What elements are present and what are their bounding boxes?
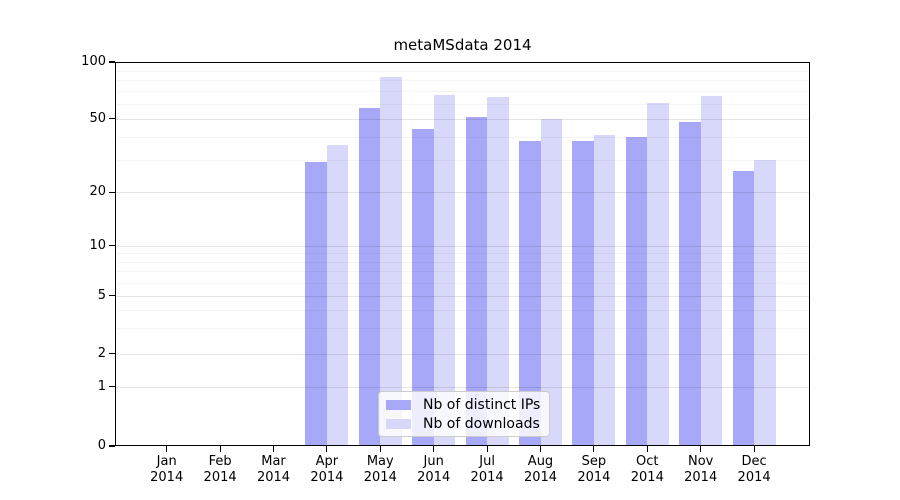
y-axis-tick-mark <box>109 191 115 193</box>
x-axis-month: May <box>366 454 394 469</box>
x-axis-year: 2014 <box>577 470 611 485</box>
bar-nb-of-distinct-ips-sep <box>572 140 594 446</box>
plot-area: Nb of distinct IPs Nb of downloads <box>115 62 810 446</box>
bar-nb-of-downloads-aug <box>540 118 562 446</box>
x-axis-tick-mark <box>272 446 275 452</box>
legend-label: Nb of downloads <box>423 415 540 432</box>
x-axis-month: Mar <box>261 454 286 469</box>
x-axis-tick-label-jul: Jul 2014 <box>460 454 514 486</box>
bar-nb-of-downloads-sep <box>593 134 616 446</box>
y-axis-tick-label-2: 2 <box>97 345 106 361</box>
bar-nb-of-downloads-apr <box>326 145 349 446</box>
legend-swatch-nb-of-distinct-ips <box>386 399 411 410</box>
y-axis-tick-mark <box>109 245 115 247</box>
y-axis-tick-label-5: 5 <box>97 287 106 303</box>
x-axis-year: 2014 <box>256 470 291 485</box>
bar-nb-of-downloads-nov <box>700 96 723 446</box>
x-axis-tick-label-aug: Aug 2014 <box>514 454 568 486</box>
x-axis-month: Oct <box>636 454 659 469</box>
y-axis-tick-label-0: 0 <box>97 438 106 453</box>
y-axis-tick-mark <box>109 118 115 120</box>
legend-item-nb-of-distinct-ips: Nb of distinct IPs <box>386 396 540 413</box>
x-axis-year: 2014 <box>630 470 664 485</box>
gridline-minor-80 <box>115 80 810 82</box>
x-axis-month: Feb <box>208 454 232 469</box>
legend: Nb of distinct IPs Nb of downloads <box>378 391 551 437</box>
bar-nb-of-downloads-dec <box>754 159 776 446</box>
bar-nb-of-distinct-ips-nov <box>679 122 701 446</box>
x-axis-tick-label-feb: Feb 2014 <box>193 454 247 486</box>
x-axis-year: 2014 <box>203 470 237 485</box>
x-axis-year: 2014 <box>684 470 718 485</box>
bar-nb-of-distinct-ips-may <box>358 108 381 446</box>
y-axis-tick-mark <box>109 386 115 388</box>
x-axis-tick-label-apr: Apr 2014 <box>300 454 354 486</box>
x-axis-year: 2014 <box>470 470 504 485</box>
x-axis-year: 2014 <box>363 470 397 485</box>
x-axis-month: Apr <box>315 454 339 469</box>
x-axis-year: 2014 <box>310 470 344 485</box>
x-axis-month: Aug <box>527 454 554 469</box>
x-axis-tick-mark <box>166 446 168 452</box>
gridline-minor-90 <box>115 70 810 72</box>
x-axis-tick-mark <box>646 446 648 452</box>
y-axis-tick-mark <box>109 61 115 63</box>
bar-nb-of-distinct-ips-jun <box>412 129 434 446</box>
bar-nb-of-distinct-ips-dec <box>732 171 755 446</box>
bar-nb-of-downloads-jul <box>487 97 509 446</box>
x-axis-month: Nov <box>688 454 714 469</box>
bar-nb-of-downloads-may <box>380 77 402 446</box>
x-axis-year: 2014 <box>737 470 771 485</box>
x-axis-month: Sep <box>581 454 607 469</box>
x-axis-tick-mark <box>753 446 755 452</box>
x-axis-month: Jan <box>156 454 177 469</box>
x-axis-tick-label-jun: Jun 2014 <box>407 454 461 486</box>
x-axis-year: 2014 <box>150 470 184 485</box>
x-axis-tick-mark <box>486 446 488 452</box>
x-axis-month: Dec <box>741 454 767 469</box>
x-axis-year: 2014 <box>523 470 558 485</box>
bar-nb-of-downloads-oct <box>647 102 669 446</box>
x-axis-year: 2014 <box>417 470 451 485</box>
y-axis-tick-label-20: 20 <box>89 184 106 200</box>
y-axis-tick-mark <box>109 353 115 355</box>
legend-swatch-nb-of-downloads <box>386 418 411 429</box>
x-axis-tick-label-dec: Dec 2014 <box>727 454 781 486</box>
y-axis-tick-label-50: 50 <box>89 110 106 126</box>
x-axis-tick-mark <box>433 446 435 452</box>
bar-nb-of-distinct-ips-apr <box>305 162 327 446</box>
legend-label: Nb of distinct IPs <box>423 396 541 413</box>
x-axis-tick-mark <box>219 446 221 452</box>
x-axis-tick-mark <box>326 446 328 452</box>
chart-title: metaMSdata 2014 <box>393 36 532 54</box>
bar-nb-of-distinct-ips-jul <box>465 117 488 446</box>
legend-item-nb-of-downloads: Nb of downloads <box>386 415 540 432</box>
y-axis-tick-label-1: 1 <box>97 378 106 394</box>
x-axis-tick-mark <box>539 446 542 452</box>
x-axis-tick-mark <box>379 446 381 452</box>
x-axis-tick-label-mar: Mar 2014 <box>247 454 301 486</box>
x-axis-month: Jul <box>479 454 495 469</box>
y-axis-tick-label-100: 100 <box>81 54 106 69</box>
x-axis-tick-label-nov: Nov 2014 <box>674 454 728 486</box>
bar-nb-of-distinct-ips-oct <box>625 136 648 446</box>
gridline-minor-70 <box>115 91 810 93</box>
x-axis-tick-label-oct: Oct 2014 <box>620 454 674 486</box>
x-axis-tick-mark <box>700 446 702 452</box>
x-axis-tick-label-may: May 2014 <box>353 454 407 486</box>
x-axis-tick-label-jan: Jan 2014 <box>140 454 194 486</box>
x-axis-tick-mark <box>593 446 595 452</box>
y-axis-tick-label-10: 10 <box>89 237 106 253</box>
y-axis-tick-mark <box>109 445 115 447</box>
bar-nb-of-downloads-jun <box>433 94 456 446</box>
y-axis-tick-mark <box>109 295 115 297</box>
bar-nb-of-distinct-ips-aug <box>519 140 541 446</box>
x-axis-tick-label-sep: Sep 2014 <box>567 454 621 486</box>
x-axis-month: Jun <box>423 454 444 469</box>
